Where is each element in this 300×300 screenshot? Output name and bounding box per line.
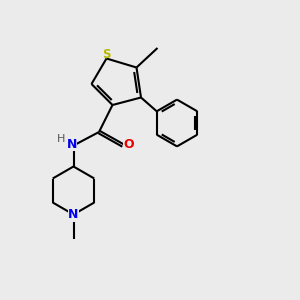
- Text: N: N: [68, 208, 79, 221]
- Text: H: H: [57, 134, 65, 144]
- Text: N: N: [67, 137, 77, 151]
- Text: S: S: [102, 48, 111, 62]
- Text: O: O: [123, 137, 134, 151]
